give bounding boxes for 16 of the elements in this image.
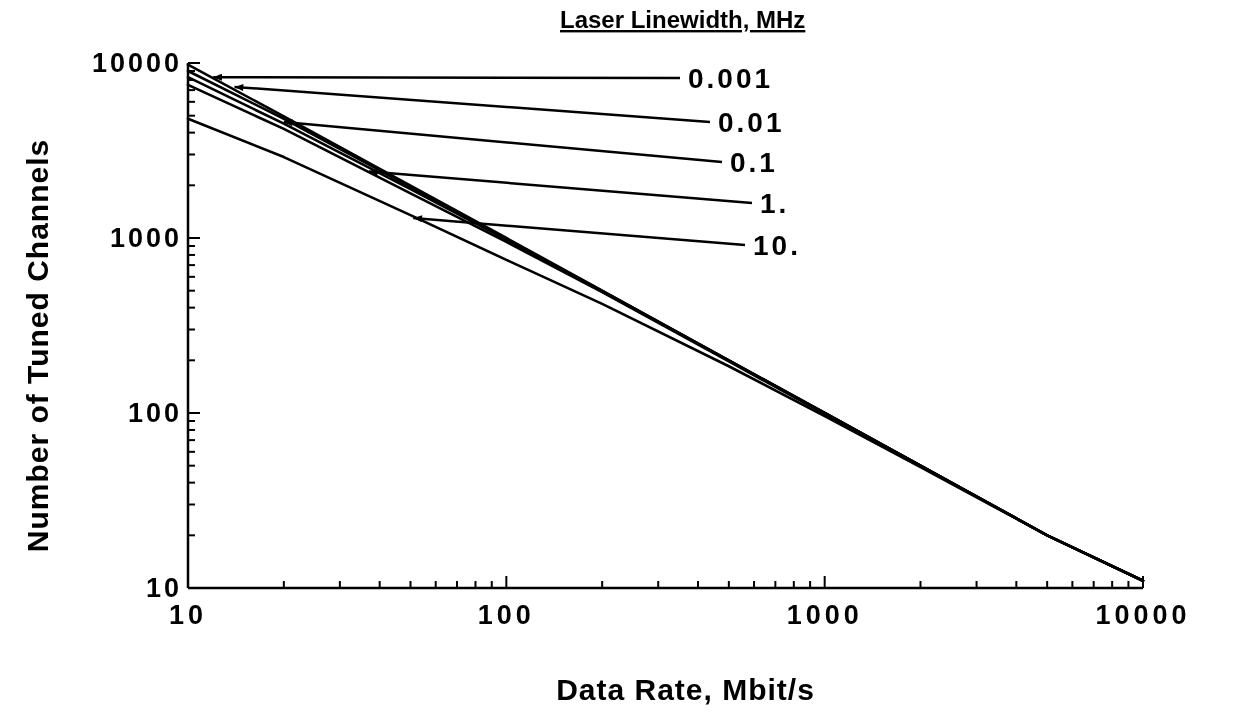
annotation: 0.01 xyxy=(718,107,785,138)
x-tick-label: 10000 xyxy=(1095,600,1191,630)
y-tick-label: 10 xyxy=(145,573,182,603)
annotation: 0.001 xyxy=(688,63,774,94)
y-tick-label: 1000 xyxy=(109,223,182,253)
legend-title: Laser Linewidth, MHz xyxy=(560,6,806,33)
x-tick-label: 1000 xyxy=(786,600,863,630)
y-axis-title: Number of Tuned Channels xyxy=(21,138,54,553)
annotation: 0.1 xyxy=(730,147,778,178)
annotation: 10. xyxy=(753,230,801,261)
y-tick-label: 100 xyxy=(127,398,182,428)
x-tick-label: 100 xyxy=(477,600,535,630)
x-axis-title: Data Rate, Mbit/s xyxy=(556,673,815,706)
y-tick-label: 10000 xyxy=(91,48,182,78)
x-tick-label: 10 xyxy=(168,600,208,630)
annotation: 1. xyxy=(760,188,790,219)
